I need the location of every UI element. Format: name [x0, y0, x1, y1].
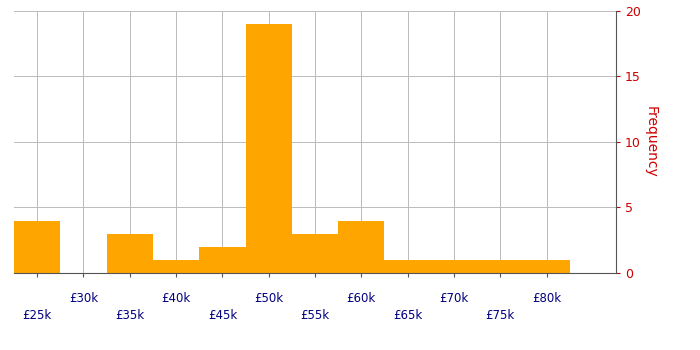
- Bar: [153, 260, 199, 273]
- Text: £35k: £35k: [116, 309, 144, 322]
- Text: £75k: £75k: [486, 309, 515, 322]
- Text: £55k: £55k: [300, 309, 330, 322]
- Text: £80k: £80k: [532, 293, 561, 306]
- Text: £65k: £65k: [393, 309, 422, 322]
- Bar: [524, 260, 570, 273]
- Y-axis label: Frequency: Frequency: [643, 106, 657, 178]
- Bar: [106, 234, 153, 273]
- Text: £45k: £45k: [208, 309, 237, 322]
- Bar: [384, 260, 430, 273]
- Text: £70k: £70k: [440, 293, 468, 306]
- Bar: [292, 234, 338, 273]
- Bar: [246, 24, 292, 273]
- Text: £60k: £60k: [346, 293, 376, 306]
- Text: £40k: £40k: [162, 293, 190, 306]
- Bar: [338, 220, 384, 273]
- Bar: [14, 220, 60, 273]
- Bar: [430, 260, 477, 273]
- Text: £30k: £30k: [69, 293, 98, 306]
- Text: £25k: £25k: [22, 309, 52, 322]
- Bar: [199, 247, 246, 273]
- Bar: [477, 260, 524, 273]
- Text: £50k: £50k: [254, 293, 284, 306]
